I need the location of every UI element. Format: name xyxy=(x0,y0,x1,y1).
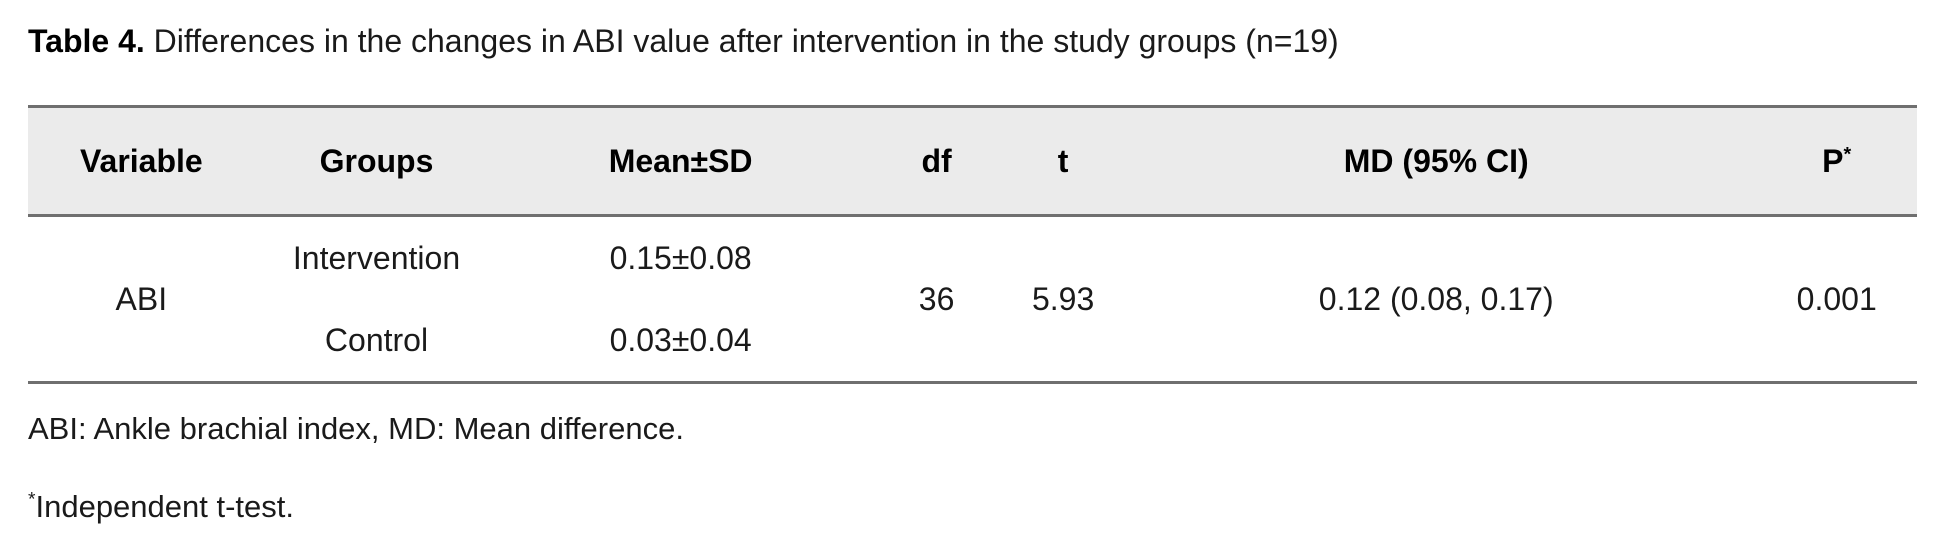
footnote-abbreviations: ABI: Ankle brachial index, MD: Mean diff… xyxy=(28,411,684,446)
table-row: Control 0.03±0.04 xyxy=(28,299,1917,383)
footnote-test-text: Independent t-test. xyxy=(35,489,295,524)
table-header: Variable Groups Mean±SD df t MD (95% CI)… xyxy=(28,106,1917,217)
col-header-t: t xyxy=(1010,106,1117,217)
table-title-label: Table 4. xyxy=(28,23,145,59)
col-header-df: df xyxy=(862,106,1011,217)
cell-t: 5.93 xyxy=(1031,280,1095,317)
table-title: Table 4. Differences in the changes in A… xyxy=(28,22,1917,60)
cell-md-ci: 0.12 (0.08, 0.17) xyxy=(1318,280,1554,317)
col-header-p: P* xyxy=(1756,106,1917,217)
col-header-p-label: P xyxy=(1822,142,1844,179)
results-table: Variable Groups Mean±SD df t MD (95% CI)… xyxy=(28,105,1917,384)
cell-df: 36 xyxy=(918,280,955,317)
footnote-test: *Independent t-test. xyxy=(28,489,1917,525)
col-header-md-ci: MD (95% CI) xyxy=(1116,106,1757,217)
cell-variable: ABI xyxy=(115,280,168,317)
cell-group-intervention: Intervention xyxy=(292,239,461,276)
table-row: ABI Intervention 0.15±0.08 36 5.93 0.12 … xyxy=(28,216,1917,317)
table-header-row: Variable Groups Mean±SD df t MD (95% CI)… xyxy=(28,106,1917,217)
cell-mean-sd-intervention: 0.15±0.08 xyxy=(609,239,752,276)
cell-group-control: Control xyxy=(324,321,429,358)
table-body: ABI Intervention 0.15±0.08 36 5.93 0.12 … xyxy=(28,216,1917,383)
col-header-mean-sd: Mean±SD xyxy=(498,106,863,217)
cell-p: 0.001 xyxy=(1796,280,1877,317)
table-title-text: Differences in the changes in ABI value … xyxy=(144,23,1339,59)
col-header-groups: Groups xyxy=(254,106,499,217)
col-header-variable: Variable xyxy=(28,106,255,217)
col-header-p-superscript: * xyxy=(1843,142,1852,165)
cell-mean-sd-control: 0.03±0.04 xyxy=(609,321,752,358)
footnote-test-marker: * xyxy=(28,489,36,511)
